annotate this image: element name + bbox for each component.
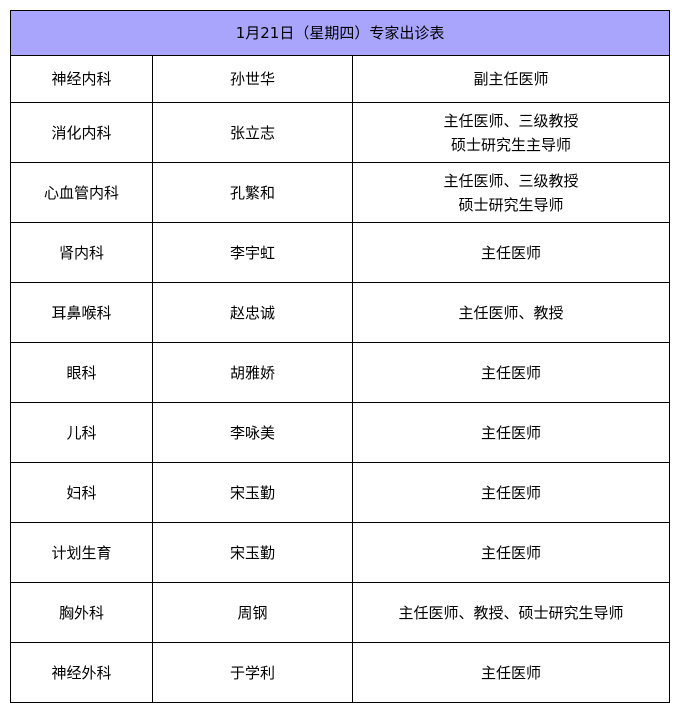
department-cell: 心血管内科 [10, 162, 153, 223]
doctor-title-line: 主任医师、三级教授 [443, 111, 579, 130]
table-row: 消化内科 张立志 主任医师、三级教授 硕士研究生主导师 [10, 102, 671, 163]
doctor-name-cell: 胡雅娇 [152, 342, 353, 403]
department-cell: 计划生育 [10, 522, 153, 583]
table-row: 计划生育 宋玉勤 主任医师 [10, 522, 671, 583]
doctor-name-cell: 张立志 [152, 102, 353, 163]
doctor-name-cell: 于学利 [152, 642, 353, 703]
doctor-title-line: 主任医师 [481, 243, 542, 262]
doctor-title-cell: 主任医师 [351, 462, 671, 523]
department-cell: 神经内科 [10, 55, 153, 103]
table-header-row: 1月21日（星期四）专家出诊表 [9, 10, 671, 56]
doctor-title-cell: 主任医师 [351, 522, 671, 583]
table-row: 儿科 李咏美 主任医师 [10, 402, 671, 463]
expert-schedule-table: 1月21日（星期四）专家出诊表 神经内科 孙世华 副主任医师 消化内科 张立志 主任医师、… [9, 10, 671, 703]
doctor-name-cell: 宋玉勤 [152, 462, 353, 523]
table-row: 眼科 胡雅娇 主任医师 [10, 342, 671, 403]
department-cell: 耳鼻喉科 [10, 282, 153, 343]
department-cell: 消化内科 [10, 102, 153, 163]
doctor-title-cell: 主任医师、教授、硕士研究生导师 [351, 582, 671, 643]
doctor-title-line: 主任医师 [481, 663, 542, 682]
doctor-title-line: 主任医师 [481, 483, 542, 502]
table-row: 神经外科 于学利 主任医师 [10, 642, 671, 703]
doctor-title-cell: 主任医师 [351, 402, 671, 463]
doctor-title-line: 主任医师、教授 [458, 303, 564, 322]
department-cell: 眼科 [10, 342, 153, 403]
doctor-title-line: 主任医师、三级教授 [443, 171, 579, 190]
doctor-title-cell: 主任医师、教授 [351, 282, 671, 343]
doctor-title-line: 副主任医师 [473, 70, 549, 88]
table-row: 神经内科 孙世华 副主任医师 [10, 55, 671, 103]
doctor-name-cell: 李咏美 [152, 402, 353, 463]
doctor-title-cell: 主任医师 [351, 222, 671, 283]
doctor-title-cell: 主任医师、三级教授 硕士研究生主导师 [351, 102, 671, 163]
doctor-title-cell: 主任医师、三级教授 硕士研究生导师 [351, 162, 671, 223]
department-cell: 妇科 [10, 462, 153, 523]
doctor-title-line: 主任医师 [481, 363, 542, 382]
doctor-name-cell: 赵忠诚 [152, 282, 353, 343]
doctor-title-cell: 副主任医师 [351, 55, 671, 103]
department-cell: 神经外科 [10, 642, 153, 703]
table-row: 胸外科 周钢 主任医师、教授、硕士研究生导师 [10, 582, 671, 643]
department-cell: 肾内科 [10, 222, 153, 283]
doctor-name-cell: 孙世华 [152, 55, 353, 103]
doctor-title-line: 主任医师 [481, 543, 542, 562]
doctor-title-cell: 主任医师 [351, 642, 671, 703]
table-row: 心血管内科 孔繁和 主任医师、三级教授 硕士研究生导师 [10, 162, 671, 223]
doctor-title-line: 主任医师、教授、硕士研究生导师 [398, 603, 624, 622]
doctor-name-cell: 周钢 [152, 582, 353, 643]
department-cell: 儿科 [10, 402, 153, 463]
doctor-title-line: 主任医师 [481, 423, 542, 442]
doctor-title-cell: 主任医师 [351, 342, 671, 403]
table-row: 肾内科 李宇虹 主任医师 [10, 222, 671, 283]
doctor-name-cell: 孔繁和 [152, 162, 353, 223]
table-row: 耳鼻喉科 赵忠诚 主任医师、教授 [10, 282, 671, 343]
doctor-name-cell: 李宇虹 [152, 222, 353, 283]
doctor-title-line: 硕士研究生主导师 [451, 135, 572, 154]
department-cell: 胸外科 [10, 582, 153, 643]
table-row: 妇科 宋玉勤 主任医师 [10, 462, 671, 523]
doctor-name-cell: 宋玉勤 [152, 522, 353, 583]
table-title: 1月21日（星期四）专家出诊表 [9, 10, 671, 56]
doctor-title-line: 硕士研究生导师 [458, 195, 564, 214]
